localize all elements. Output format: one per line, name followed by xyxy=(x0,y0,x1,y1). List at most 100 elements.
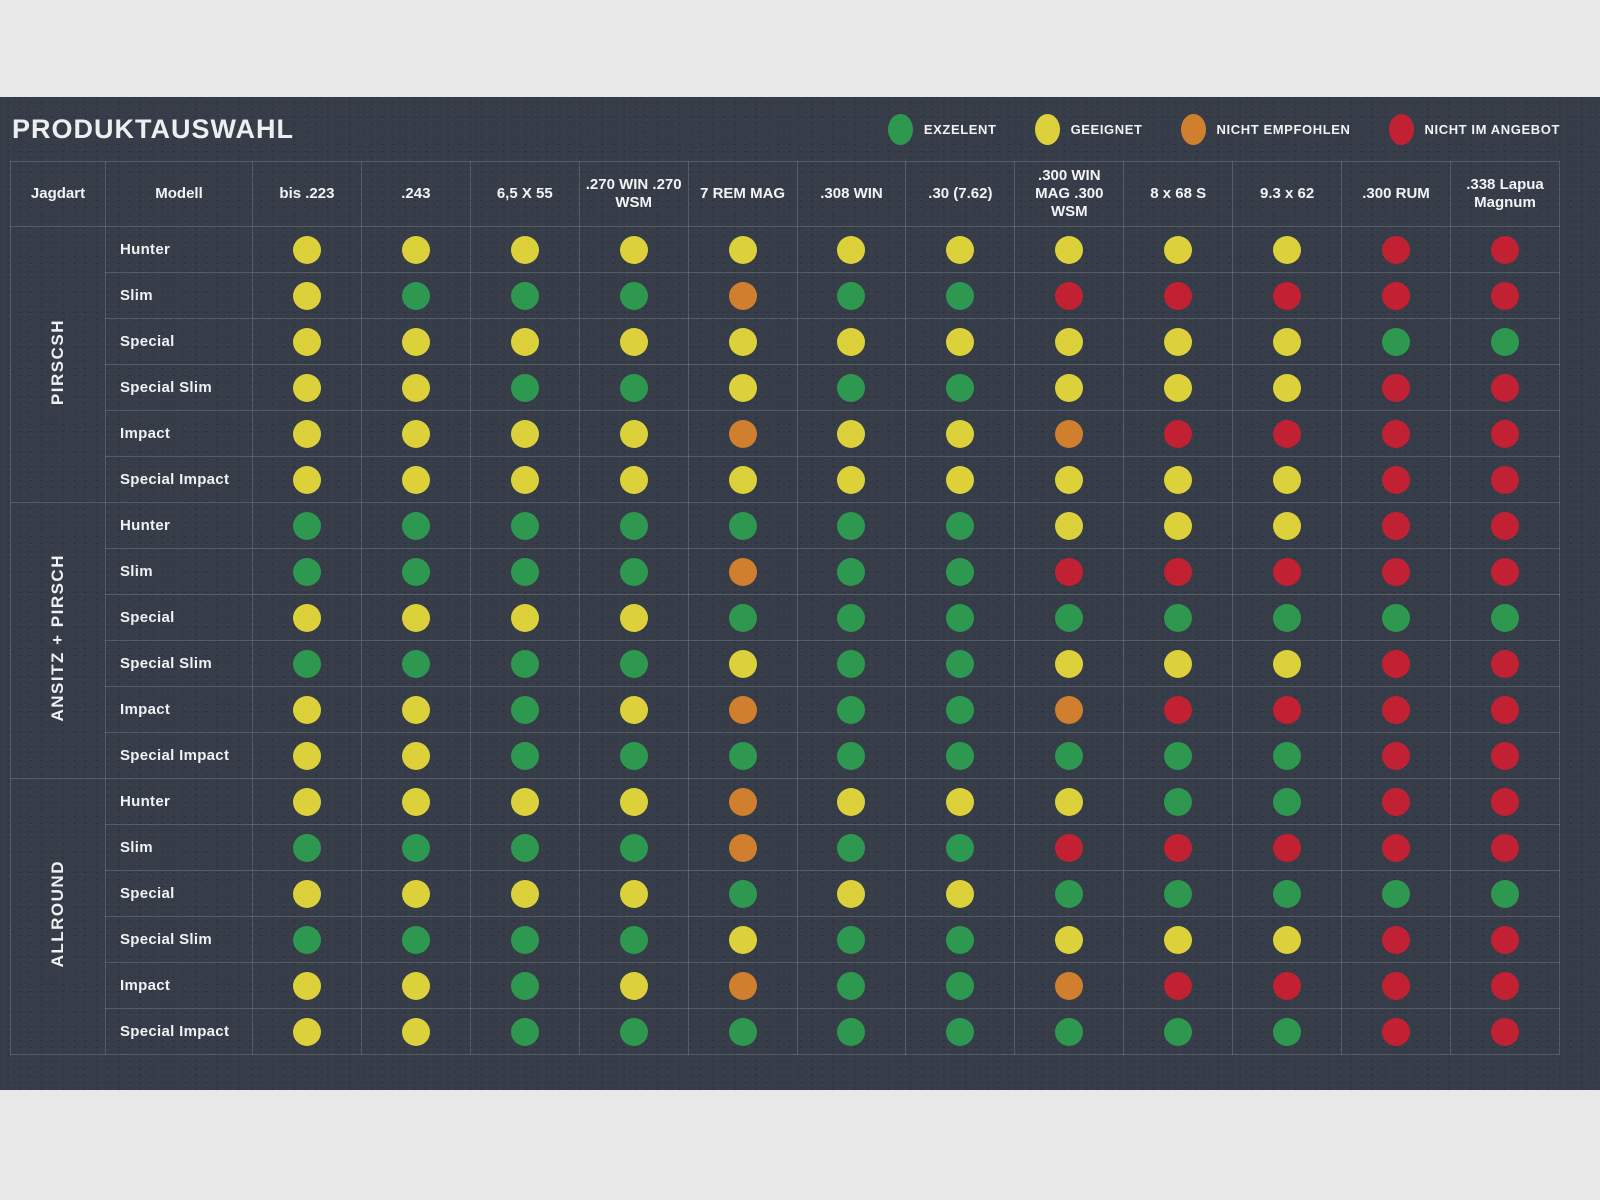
product-selection-panel: PRODUKTAUSWAHL EXZELENT GEEIGNET NICHT E… xyxy=(0,97,1600,1090)
rating-cell xyxy=(1014,916,1125,963)
rating-cell xyxy=(578,732,689,779)
rating-dot-exzelent xyxy=(619,925,648,954)
rating-dot-geeignet xyxy=(837,879,866,908)
rating-cell xyxy=(469,640,580,687)
model-label: Special Slim xyxy=(105,364,253,411)
rating-cell xyxy=(252,410,362,457)
rating-cell xyxy=(1449,548,1561,595)
rating-cell xyxy=(1123,226,1234,273)
rating-dot-nicht-im-angebot xyxy=(1382,695,1411,724)
rating-cell xyxy=(1341,594,1451,641)
rating-dot-nicht-empfohlen xyxy=(728,787,757,816)
rating-cell xyxy=(1449,502,1561,549)
caliber-header-6-5-x-55: 6,5 X 55 xyxy=(469,161,580,227)
rating-dot-exzelent xyxy=(510,695,539,724)
rating-cell xyxy=(252,732,362,779)
rating-dot-exzelent xyxy=(1273,879,1302,908)
rating-cell xyxy=(796,962,907,1009)
rating-cell xyxy=(1123,410,1234,457)
rating-cell xyxy=(252,548,362,595)
rating-dot-geeignet xyxy=(619,419,648,448)
rating-cell xyxy=(469,318,580,365)
rating-cell xyxy=(1232,456,1343,503)
model-label: Slim xyxy=(105,548,253,595)
rating-dot-geeignet xyxy=(1164,465,1193,494)
rating-dot-nicht-im-angebot xyxy=(1490,511,1519,540)
rating-cell xyxy=(252,226,362,273)
model-label: Special xyxy=(105,318,253,365)
rating-cell xyxy=(1449,778,1561,825)
rating-dot-exzelent xyxy=(946,695,975,724)
rating-cell xyxy=(687,870,798,917)
rating-cell xyxy=(360,870,471,917)
rating-cell xyxy=(1341,1008,1451,1055)
rating-cell xyxy=(578,364,689,411)
rating-dot-geeignet xyxy=(401,419,430,448)
rating-dot-nicht-im-angebot xyxy=(1382,649,1411,678)
rating-dot-exzelent xyxy=(1382,603,1411,632)
rating-dot-geeignet xyxy=(292,603,321,632)
rating-cell xyxy=(1449,456,1561,503)
rating-dot-geeignet xyxy=(728,373,757,402)
rating-cell xyxy=(1449,824,1561,871)
rating-dot-nicht-empfohlen xyxy=(728,971,757,1000)
rating-cell xyxy=(1014,318,1125,365)
rating-dot-geeignet xyxy=(728,649,757,678)
rating-dot-geeignet xyxy=(292,327,321,356)
model-row-allround-special-slim: Special Slim xyxy=(11,916,1561,963)
rating-cell xyxy=(687,456,798,503)
rating-cell xyxy=(1232,686,1343,733)
rating-cell xyxy=(578,410,689,457)
rating-cell xyxy=(1232,272,1343,319)
rating-cell xyxy=(1014,1008,1125,1055)
rating-cell xyxy=(1341,456,1451,503)
rating-cell xyxy=(796,824,907,871)
rating-cell xyxy=(1232,318,1343,365)
rating-dot-geeignet xyxy=(510,465,539,494)
rating-dot-exzelent xyxy=(401,511,430,540)
rating-cell xyxy=(687,364,798,411)
rating-dot-geeignet xyxy=(1273,235,1302,264)
rating-dot-geeignet xyxy=(401,465,430,494)
rating-dot-exzelent xyxy=(728,1017,757,1046)
rating-dot-exzelent xyxy=(510,741,539,770)
rating-cell xyxy=(687,824,798,871)
rating-dot-exzelent xyxy=(728,879,757,908)
rating-dot-geeignet xyxy=(1055,511,1084,540)
rating-cell xyxy=(1449,226,1561,273)
rating-cell xyxy=(1123,456,1234,503)
rating-cell xyxy=(578,318,689,365)
caliber-header-308-win: .308 WIN xyxy=(796,161,907,227)
rating-cell xyxy=(905,364,1016,411)
page-title: PRODUKTAUSWAHL xyxy=(12,113,294,144)
legend-label: NICHT EMPFOHLEN xyxy=(1216,121,1351,137)
rating-cell xyxy=(1232,1008,1343,1055)
rating-dot-nicht-im-angebot xyxy=(1382,741,1411,770)
rating-cell xyxy=(360,962,471,1009)
rating-cell xyxy=(578,640,689,687)
rating-dot-geeignet xyxy=(619,695,648,724)
rating-cell xyxy=(1014,272,1125,319)
rating-cell xyxy=(1014,594,1125,641)
rating-dot-nicht-im-angebot xyxy=(1490,235,1519,264)
rating-cell xyxy=(796,364,907,411)
corner-header-modell: Modell xyxy=(105,161,253,227)
rating-dot-nicht-im-angebot xyxy=(1490,557,1519,586)
rating-cell xyxy=(252,1008,362,1055)
rating-cell xyxy=(1341,364,1451,411)
rating-cell xyxy=(578,226,689,273)
rating-cell xyxy=(796,272,907,319)
rating-dot-exzelent xyxy=(1055,741,1084,770)
rating-dot-geeignet xyxy=(728,327,757,356)
rating-dot-geeignet xyxy=(510,879,539,908)
rating-cell xyxy=(578,456,689,503)
rating-dot-geeignet xyxy=(1055,649,1084,678)
rating-dot-exzelent xyxy=(401,649,430,678)
legend: EXZELENT GEEIGNET NICHT EMPFOHLEN NICHT … xyxy=(887,113,1560,145)
jagdart-group-label: ALLROUND xyxy=(48,860,67,968)
rating-cell xyxy=(252,272,362,319)
rating-dot-geeignet xyxy=(1273,373,1302,402)
rating-dot-nicht-im-angebot xyxy=(1382,557,1411,586)
rating-cell xyxy=(1449,1008,1561,1055)
rating-cell xyxy=(796,1008,907,1055)
